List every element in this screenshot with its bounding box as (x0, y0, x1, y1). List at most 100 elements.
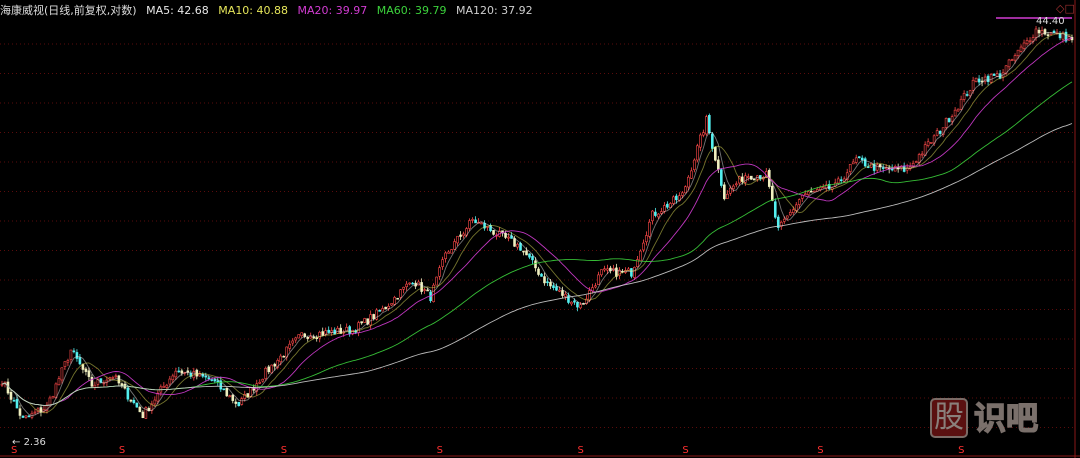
candle-body (447, 251, 450, 254)
candle-body (294, 337, 298, 341)
candle-body (306, 337, 310, 339)
candle-body (423, 289, 426, 291)
candle-body (99, 378, 103, 383)
candle-body (234, 401, 238, 404)
candle-body (426, 289, 429, 292)
candle-body (663, 205, 666, 212)
candle-body (747, 176, 750, 178)
candle-body (438, 267, 441, 277)
candle-body (324, 330, 327, 335)
candle-body (204, 375, 208, 378)
candle-body (696, 145, 699, 161)
candle-body (818, 187, 822, 191)
candle-body (735, 183, 738, 186)
candle-body (720, 169, 723, 186)
candle-body (648, 221, 651, 237)
candle-body (165, 384, 169, 388)
candle-body (348, 326, 351, 334)
candle-body (576, 302, 579, 308)
candle-body (938, 130, 942, 134)
candle-body (1034, 28, 1038, 38)
candle-body (1028, 40, 1032, 43)
candle-body (860, 157, 864, 161)
candle-body (600, 269, 603, 276)
candle-body (135, 402, 139, 408)
candle-body (390, 303, 393, 306)
candle-body (657, 213, 660, 218)
ma5-line (1, 31, 1073, 417)
candle-body (396, 297, 399, 300)
candle-body (120, 383, 124, 386)
candle-body (225, 387, 229, 397)
candle-body (729, 187, 732, 194)
candle-body (267, 366, 271, 373)
candle-body (327, 329, 330, 333)
candle-body (633, 266, 636, 278)
candle-body (971, 79, 975, 91)
candle-body (54, 383, 58, 398)
candle-body (723, 184, 726, 200)
candle-body (827, 184, 831, 190)
candle-body (162, 385, 166, 388)
candle-body (24, 415, 28, 418)
candle-body (369, 314, 372, 326)
ma120-value: MA120: 37.92 (455, 4, 533, 17)
candle-body (992, 73, 996, 76)
candle-body (492, 230, 495, 235)
candle-body (432, 284, 435, 303)
candle-body (681, 192, 684, 196)
candle-body (857, 156, 861, 159)
candle-body (27, 415, 31, 418)
ma10-line (1, 32, 1073, 414)
candle-body (552, 285, 555, 288)
candle-body (216, 380, 220, 383)
candle-body (525, 250, 528, 256)
candle-body (222, 388, 226, 391)
chart-legend: 海康威视(日线,前复权,对数) MA5: 42.68 MA10: 40.88 M… (0, 2, 539, 18)
candle-body (312, 336, 316, 339)
candle-body (468, 220, 471, 229)
candle-body (732, 185, 735, 190)
candle-body (549, 281, 552, 287)
candle-body (480, 222, 483, 225)
signal-marker: S (958, 445, 964, 456)
candle-body (300, 332, 304, 337)
candle-body (384, 306, 387, 310)
ma20-value: MA20: 39.97 (297, 4, 368, 17)
candle-body (309, 335, 313, 339)
candle-body (594, 285, 597, 288)
candle-body (570, 301, 573, 305)
candle-body (516, 243, 519, 248)
candle-body (654, 211, 657, 216)
signal-marker: S (437, 445, 443, 456)
candle-body (848, 164, 852, 172)
candle-body (177, 370, 181, 373)
signal-marker: S (577, 445, 583, 456)
candle-body (21, 415, 25, 418)
high-price-label: 44.40 (1036, 16, 1065, 27)
candle-body (12, 400, 16, 402)
candle-body (672, 196, 675, 204)
ma10-value: MA10: 40.88 (218, 4, 289, 17)
candle-body (279, 355, 283, 363)
candle-body (75, 352, 79, 359)
candle-body (821, 186, 825, 189)
candle-body (87, 370, 91, 377)
candle-body (372, 314, 375, 319)
candle-body (708, 115, 711, 134)
candle-body (318, 331, 322, 339)
signal-marker: S (119, 445, 125, 456)
candle-body (666, 203, 669, 208)
candle-body (240, 398, 244, 405)
corner-icon: ◇□ (1056, 2, 1075, 15)
candle-body (513, 238, 516, 247)
candle-body (111, 377, 115, 379)
candle-body (399, 289, 402, 298)
candle-body (507, 236, 510, 239)
ma20-line (1, 37, 1073, 406)
candle-body (950, 116, 954, 122)
candle-body (875, 164, 879, 171)
candle-body (411, 282, 414, 285)
candle-body (1046, 34, 1050, 36)
